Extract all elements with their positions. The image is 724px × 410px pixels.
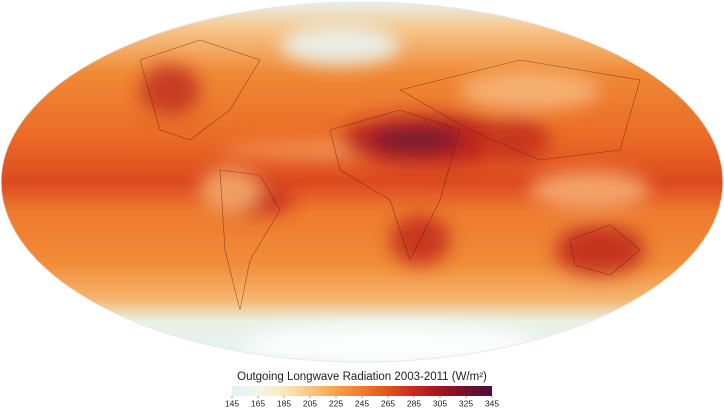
tick-label: 265 (381, 398, 395, 408)
tick-label: 205 (303, 398, 317, 408)
tick-label: 325 (459, 398, 473, 408)
tick-label: 305 (433, 398, 447, 408)
tick-label: 165 (251, 398, 265, 408)
tick-label: 225 (329, 398, 343, 408)
tick-label: 285 (407, 398, 421, 408)
tick-label: 245 (355, 398, 369, 408)
colorbar (232, 386, 492, 396)
tick-label: 345 (485, 398, 499, 408)
tick-label: 145 (225, 398, 239, 408)
map-title: Outgoing Longwave Radiation 2003-2011 (W… (237, 371, 487, 383)
tick-label: 185 (277, 398, 291, 408)
